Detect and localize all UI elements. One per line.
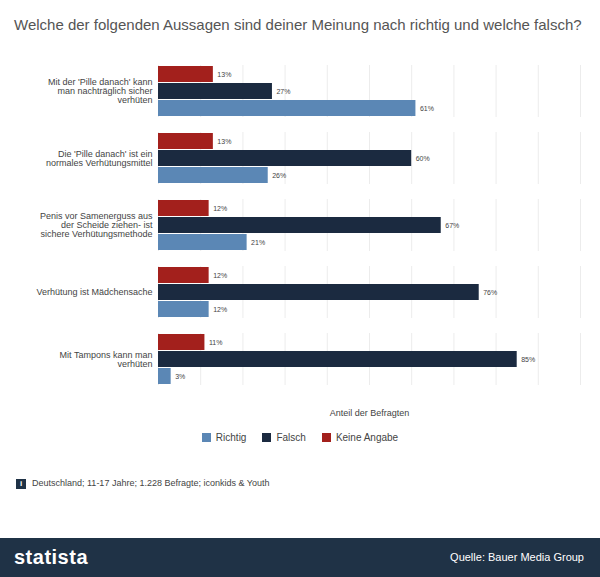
svg-text:13%: 13% <box>217 138 231 145</box>
svg-text:Penis vor Samenerguss ausder S: Penis vor Samenerguss ausder Scheide zie… <box>40 211 153 239</box>
svg-text:13%: 13% <box>217 71 231 78</box>
svg-text:11%: 11% <box>209 339 223 346</box>
svg-text:85%: 85% <box>521 356 535 363</box>
svg-text:27%: 27% <box>276 88 290 95</box>
svg-text:Die 'Pille danach' ist einnorm: Die 'Pille danach' ist einnormales Verhü… <box>46 149 153 168</box>
html-text:Falsch: Falsch <box>276 432 306 443</box>
svg-text:67%: 67% <box>445 222 459 229</box>
svg-text:21%: 21% <box>251 239 265 246</box>
svg-text:12%: 12% <box>213 205 227 212</box>
svg-text:60%: 60% <box>416 155 430 162</box>
svg-text:Mit Tampons kann manverhüten: Mit Tampons kann manverhüten <box>60 350 153 369</box>
svg-text:3%: 3% <box>175 373 185 380</box>
svg-text:26%: 26% <box>272 172 286 179</box>
html-text:Quelle: Bauer Media Group: Quelle: Bauer Media Group <box>450 551 584 563</box>
svg-text:Mit der 'Pille danach' kannman: Mit der 'Pille danach' kannman nachträgl… <box>48 77 153 105</box>
html-text:Keine Angabe: Keine Angabe <box>335 432 399 443</box>
html-text:i: i <box>19 479 23 488</box>
html-text:Welche der folgenden Aussagen: Welche der folgenden Aussagen sind deine… <box>14 16 582 33</box>
svg-text:12%: 12% <box>213 306 227 313</box>
html-text:statista: statista <box>14 546 88 568</box>
svg-text:Anteil der Befragten: Anteil der Befragten <box>330 408 410 418</box>
html-text:Richtig: Richtig <box>215 432 247 443</box>
svg-text:76%: 76% <box>483 289 497 296</box>
html-text:Deutschland; 11-17 Jahre; 1.22: Deutschland; 11-17 Jahre; 1.228 Befragte… <box>32 478 270 488</box>
svg-text:Verhütung ist Mädchensache: Verhütung ist Mädchensache <box>36 287 152 297</box>
svg-text:61%: 61% <box>420 105 434 112</box>
svg-text:12%: 12% <box>213 272 227 279</box>
